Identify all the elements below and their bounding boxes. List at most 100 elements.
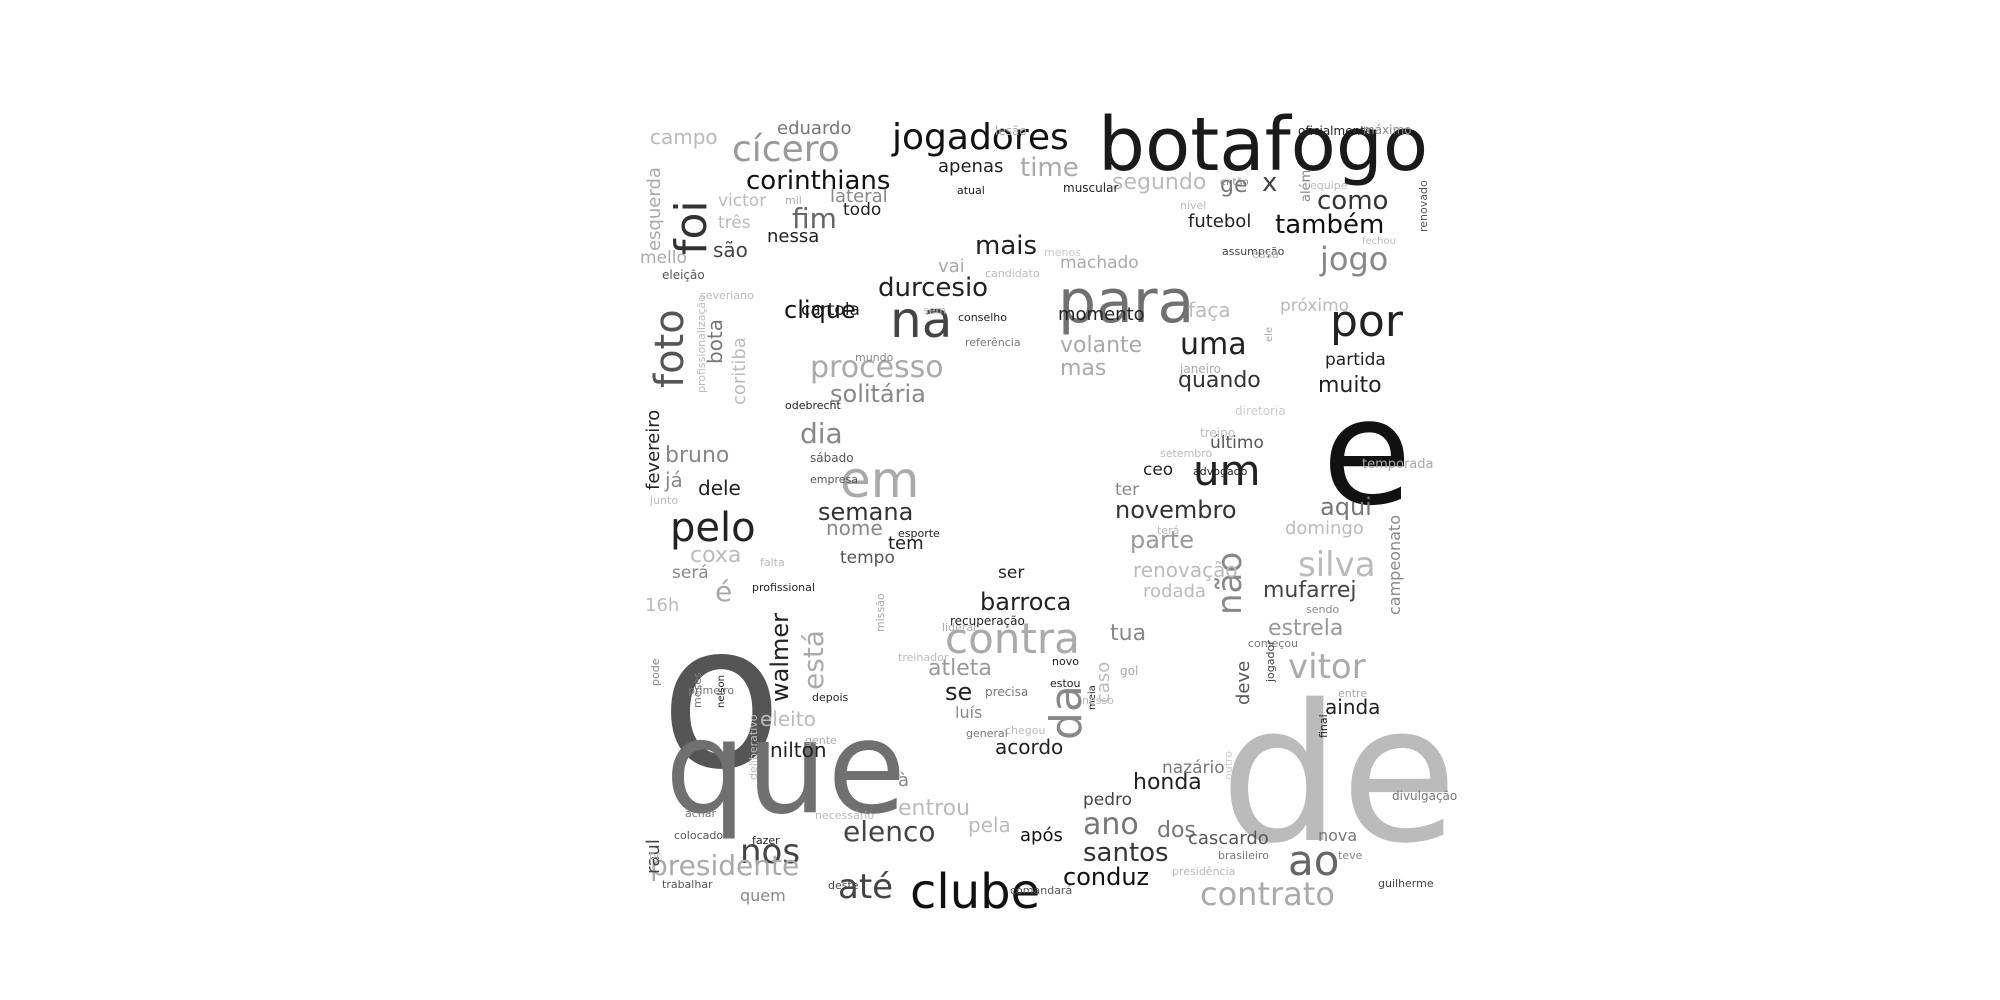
word-referencia: referência [965,336,1021,349]
word-futebol: futebol [1188,211,1252,232]
word-ja: já [665,468,683,492]
word-partida: partida [1325,350,1386,370]
word-jogadores: jogadores [892,117,1069,158]
word-gente: gente [805,734,837,747]
word-teve: teve [1338,849,1363,862]
word-vai: vai [938,256,965,277]
word-oficialmente: oficialmente [1298,124,1373,138]
word-cartola: cartola [801,300,860,320]
word-atual: atual [957,184,985,197]
word-quando: quando [1178,368,1261,393]
word-maximo: máximo [1363,123,1412,137]
word-nivel: nível [1180,199,1207,212]
word-walmer: walmer [766,612,794,702]
word-machado: machado [1060,253,1139,273]
word-divulgacao: divulgação [1392,789,1458,803]
word-se: se [945,678,973,706]
word-barroca: barroca [980,588,1072,616]
word-nosso: nosso [1082,694,1114,707]
word-apos: após [1020,825,1063,846]
word-tera: terá [1157,524,1180,537]
word-pela: pela [968,813,1011,837]
word-outro: outro [1222,750,1235,780]
word-foto: foto [647,309,693,388]
word-advogado: advogado [1193,465,1248,478]
word-depois: depois [812,691,849,704]
word-colocado: colocado [674,829,724,842]
word-cascardo: cascardo [1188,828,1269,849]
word-clube: clube [910,864,1041,920]
word-lesao: lesão [995,124,1027,138]
word-esquerda: esquerda [644,167,665,251]
word-proximo: próximo [1280,296,1350,316]
word-16h: 16h [645,595,680,616]
word-botafogo: botafogo [1098,102,1429,188]
word-ate: até [838,867,894,907]
word-eleicao: eleição [662,268,705,282]
word-severiano: severiano [700,289,754,302]
word-gol: gol [1120,664,1139,678]
word-para: para [1058,267,1195,337]
word-nelson: nelson [716,675,727,708]
word-domingo: domingo [1285,518,1364,539]
word-a: à [898,770,910,791]
word-corinthians: corinthians [746,166,891,196]
word-nilton: nilton [770,738,827,762]
word-renovacao: renovação [1133,558,1238,582]
word-rodada: rodada [1143,581,1206,602]
word-mello: mello [640,248,687,268]
word-sendo: sendo [1306,603,1340,616]
word-mufarrej: mufarrej [1263,578,1357,603]
word-ge: ge [1220,173,1248,198]
word-ao: ao [1288,836,1340,885]
word-cicero: cícero [732,129,840,170]
word-candidato: candidato [985,267,1040,280]
word-ter: ter [1115,480,1140,500]
word-eduardo: eduardo [777,118,852,139]
word-essa: essa [1252,247,1280,261]
word-brasileiro: brasileiro [1218,849,1269,862]
word-guilherme: guilherme [1378,877,1434,890]
word-final: final [1317,714,1330,738]
word-diretoria: diretoria [1235,404,1286,418]
word-santos: santos [1083,838,1169,868]
word-deste: deste [828,879,859,892]
word-ultimo: último [1210,433,1264,453]
word-presidencia: presidência [1172,865,1236,878]
word-muito: muito [1318,373,1382,398]
word-segundo: segundo [1112,170,1207,195]
word-time: time [1020,153,1079,183]
word-campeonato: campeonato [1385,515,1404,615]
word-jogador: jogador [1264,640,1277,682]
word-odebrecht: odebrecht [785,399,841,412]
word-parte: parte [1130,526,1194,554]
word-nos: nos [740,832,801,872]
word-fechou: fechou [1362,236,1396,247]
word-muscular: muscular [1063,181,1119,195]
word-necessario: necessário [815,809,875,822]
word-nome: nome [826,516,883,540]
word-coritiba: coritiba [729,337,750,405]
word-dia: dia [800,417,843,450]
word-presidente: presidente [650,849,800,882]
word-liderar: liderar [942,621,978,634]
word-solitaria: solitária [830,380,926,408]
word-primeiro: primeiro [688,684,735,697]
word-de: de [1220,664,1458,885]
word-pedro: pedro [1083,790,1133,810]
word-setembro: setembro [1160,447,1213,460]
word-um: um [1193,446,1261,495]
word-victor: victor [718,191,767,211]
word-sem: sem [923,304,947,317]
word-honda: honda [1133,770,1202,795]
word-atleta: atleta [928,656,992,681]
word-foi: foi [666,200,717,255]
word-luis: luís [955,703,983,722]
word-nazario: nazário [1162,758,1225,778]
word-equipe: equipe [1310,179,1348,192]
word-tua: tua [1110,621,1147,646]
word-conselho: conselho [958,311,1008,324]
word-fim: fim [792,202,837,235]
word-deliberativo: deliberativo [747,714,760,780]
